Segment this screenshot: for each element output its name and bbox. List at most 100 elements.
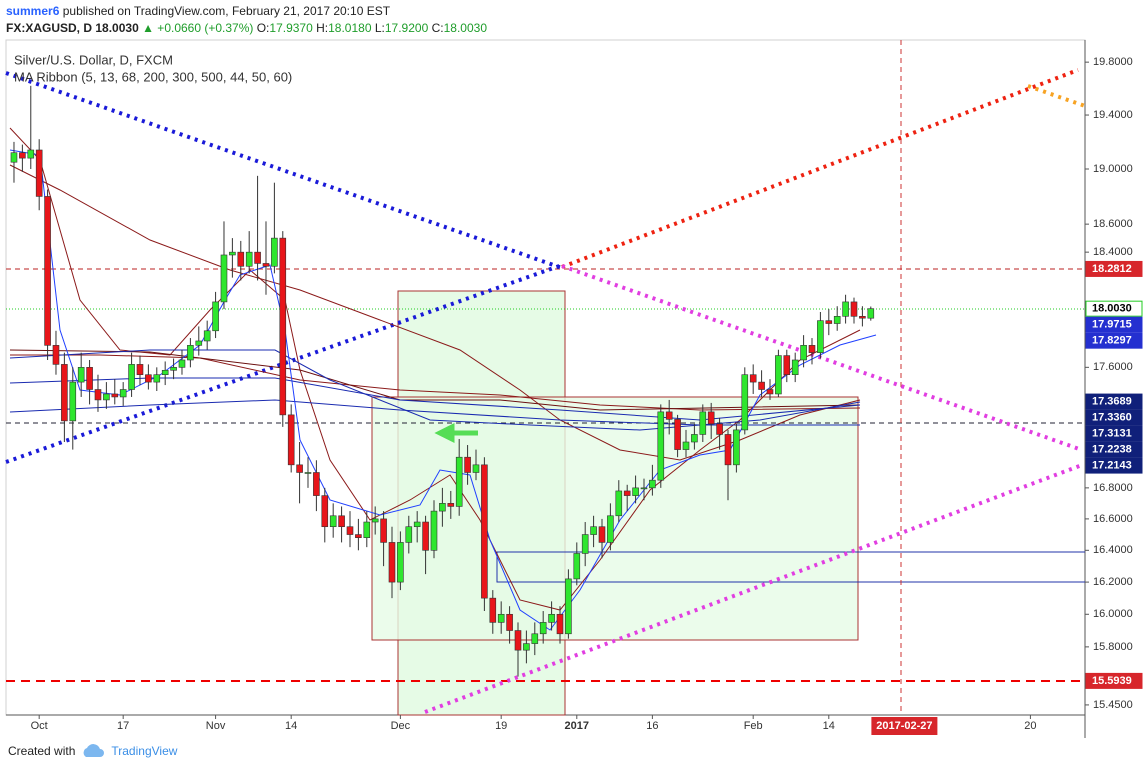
candle-body	[573, 553, 581, 580]
candle-body	[27, 149, 35, 159]
candle-body	[346, 526, 354, 535]
y-tick-label: 18.6000	[1093, 218, 1133, 230]
candle-body	[674, 419, 681, 450]
price-label-bg	[1085, 332, 1143, 349]
candle-body	[187, 345, 194, 361]
candles	[10, 85, 875, 677]
price-label: 17.3360	[1092, 411, 1132, 423]
candle-body	[514, 630, 522, 651]
c-value: 18.0030	[443, 21, 487, 35]
created-with: Created with	[8, 744, 76, 758]
cursor-label-bg	[871, 717, 938, 735]
candle-body	[741, 374, 749, 431]
candle-body	[44, 196, 51, 346]
candle-body	[153, 374, 161, 383]
l-label: L:	[374, 21, 385, 35]
h-value: 18.0180	[328, 21, 372, 35]
candle-body	[808, 345, 816, 353]
x-tick-label: 19	[495, 720, 507, 732]
candle-body	[77, 367, 85, 383]
candle-body	[464, 456, 471, 473]
indicator-label: MA Ribbon (5, 13, 68, 200, 300, 500, 44,…	[14, 69, 292, 84]
candle-body	[380, 518, 387, 543]
candle-body	[178, 359, 186, 368]
y-tick-label: 15.4500	[1093, 699, 1133, 711]
candle-body	[111, 393, 119, 398]
x-tick-label: 20	[1024, 720, 1036, 732]
price-label: 17.3131	[1092, 427, 1132, 439]
candle-body	[766, 389, 774, 395]
l-value: 17.9200	[384, 21, 429, 35]
c-label: C:	[431, 21, 444, 35]
candle-body	[758, 381, 765, 390]
candle-body	[523, 643, 530, 651]
candle-body	[103, 393, 110, 401]
price-label: 17.3689	[1092, 395, 1132, 407]
price-label: 17.2238	[1092, 443, 1132, 455]
brand[interactable]: TradingView	[111, 744, 178, 758]
x-tick-label: Dec	[391, 720, 411, 732]
candle-body	[691, 434, 698, 443]
o-label: O:	[256, 21, 270, 35]
price-label-bg	[1085, 672, 1143, 689]
candle-body	[10, 152, 18, 163]
candle-body	[590, 526, 597, 535]
candle-body	[489, 597, 497, 623]
candle-body	[615, 490, 623, 517]
price-label-bg	[1085, 409, 1143, 426]
candle-body	[195, 340, 203, 346]
candle-body	[145, 374, 152, 383]
trendline	[5, 263, 563, 464]
candle-body	[279, 237, 287, 416]
y-tick-label: 18.4000	[1093, 246, 1133, 258]
publish-info: published on TradingView.com, February 2…	[62, 4, 391, 18]
candle-body	[817, 320, 824, 353]
y-tick-label: 19.8000	[1093, 56, 1133, 68]
trendline	[424, 463, 1083, 714]
candle-body	[632, 487, 639, 496]
candle-body	[472, 464, 480, 473]
candle-body	[237, 251, 245, 267]
x-tick-label: 17	[117, 720, 129, 732]
candle-body	[565, 578, 572, 635]
candle-body	[800, 345, 807, 361]
candle-body	[61, 364, 68, 422]
candle-body	[94, 389, 102, 401]
candle-body	[296, 464, 303, 473]
x-tick-label: 2017	[565, 720, 589, 732]
candle-body	[413, 521, 421, 528]
candle-body	[262, 263, 270, 267]
candle-body	[52, 345, 60, 365]
candle-body	[548, 613, 555, 623]
candle-body	[607, 515, 614, 543]
y-tick-label: 15.8000	[1093, 641, 1133, 653]
candle-body	[69, 381, 77, 422]
candle-body	[371, 518, 379, 523]
chart: Silver/U.S. Dollar, D, FXCM MA Ribbon (5…	[5, 39, 1143, 738]
candle-body	[497, 613, 505, 623]
candle-body	[439, 503, 446, 512]
candle-body	[791, 359, 799, 376]
candle-body	[136, 364, 144, 376]
price-label-bg	[1085, 393, 1143, 410]
candle-body	[447, 503, 455, 507]
o-value: 17.9370	[269, 21, 313, 35]
candle-body	[825, 320, 833, 324]
candle-body	[254, 251, 261, 264]
publish-line: summer6 published on TradingView.com, Fe…	[6, 3, 487, 20]
symbol-line: FX:XAGUSD, D 18.0030 ▲ +0.0660 (+0.37%) …	[6, 20, 487, 37]
trendline	[1027, 84, 1086, 108]
candle-body	[649, 479, 656, 489]
y-tick-label: 16.0000	[1093, 608, 1133, 620]
candle-body	[867, 308, 875, 319]
logo	[83, 744, 105, 757]
candle-body	[833, 316, 841, 324]
candle-body	[556, 613, 564, 635]
price-label: 17.9715	[1092, 319, 1132, 331]
arrow	[434, 422, 478, 444]
candle-body	[161, 369, 169, 376]
candle-body	[506, 613, 513, 631]
user-link[interactable]: summer6	[6, 4, 60, 18]
candle-body	[19, 152, 26, 159]
